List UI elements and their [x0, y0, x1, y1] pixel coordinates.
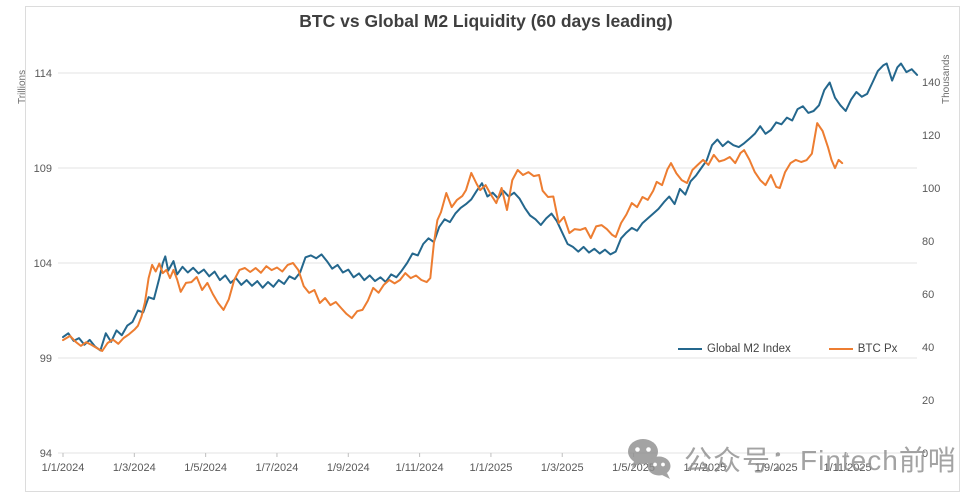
x-axis-tick-label: 1/1/2025 — [470, 462, 513, 474]
left-axis-tick-label: 99 — [40, 353, 52, 365]
right-axis-tick-label: 20 — [922, 395, 934, 407]
chart-border-frame — [25, 6, 960, 492]
x-axis-tick-label: 1/9/2024 — [327, 462, 370, 474]
right-axis-tick-label: 0 — [922, 448, 928, 460]
right-axis-tick-label: 40 — [922, 342, 934, 354]
right-axis-tick-label: 60 — [922, 289, 934, 301]
right-axis-tick-label: 120 — [922, 130, 940, 142]
legend: Global M2 Index BTC Px — [678, 343, 897, 355]
legend-label-btc: BTC Px — [857, 343, 898, 355]
right-axis-tick-label: 80 — [922, 236, 934, 248]
x-axis-tick-label: 1/7/2024 — [256, 462, 299, 474]
btc-price-line — [62, 122, 844, 352]
x-axis-tick-label: 1/3/2024 — [113, 462, 156, 474]
x-axis-tick-label: 1/5/2024 — [184, 462, 227, 474]
btc-line-swatch — [828, 347, 853, 351]
m2-line-swatch — [678, 347, 702, 351]
left-axis-unit-label: Trillions — [17, 69, 28, 104]
left-axis-tick-label: 104 — [34, 258, 52, 270]
left-axis-tick-label: 109 — [34, 163, 52, 175]
x-axis-tick-label: 1/3/2025 — [541, 462, 584, 474]
left-axis-tick-label: 114 — [34, 68, 52, 80]
x-axis-tick-label: 1/1/2024 — [42, 462, 85, 474]
x-axis-tick-label: 1/5/2025 — [612, 462, 655, 474]
x-axis-tick-label: 1/11/2025 — [823, 462, 871, 474]
right-axis-tick-label: 100 — [922, 183, 940, 195]
legend-item-btc: BTC Px — [828, 343, 898, 355]
legend-item-m2: Global M2 Index — [678, 343, 791, 355]
right-axis-tick-label: 140 — [922, 77, 940, 89]
chart-title: BTC vs Global M2 Liquidity (60 days lead… — [299, 11, 673, 31]
x-axis-tick-label: 1/7/2025 — [683, 462, 726, 474]
right-axis-unit-label: Thousands — [941, 54, 952, 104]
x-axis-tick-label: 1/9/2025 — [755, 462, 798, 474]
legend-label-m2: Global M2 Index — [707, 343, 791, 355]
m2-index-line — [62, 62, 919, 352]
left-axis-tick-label: 94 — [40, 448, 52, 460]
x-axis-tick-label: 1/11/2024 — [396, 462, 444, 474]
